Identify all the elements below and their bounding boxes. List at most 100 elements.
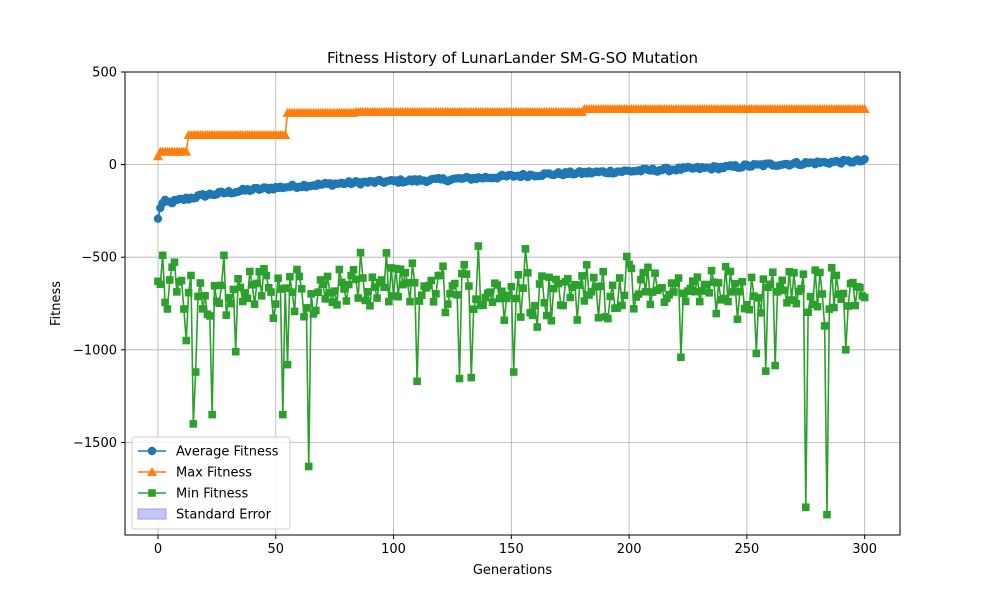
data-point bbox=[695, 297, 704, 306]
data-point bbox=[359, 274, 367, 282]
data-point bbox=[469, 305, 478, 314]
data-point bbox=[236, 283, 245, 292]
data-point bbox=[514, 271, 523, 279]
data-point bbox=[498, 287, 506, 296]
data-point bbox=[206, 312, 214, 320]
data-point bbox=[152, 151, 163, 161]
chart-title: Fitness History of LunarLander SM-G-SO M… bbox=[327, 49, 698, 67]
data-point bbox=[255, 267, 264, 276]
data-point bbox=[314, 288, 322, 296]
data-point bbox=[608, 281, 617, 290]
data-point bbox=[787, 296, 796, 304]
data-point bbox=[582, 261, 591, 269]
data-point bbox=[385, 297, 393, 306]
y-tick-label: 0 bbox=[109, 158, 117, 173]
data-point bbox=[479, 301, 487, 310]
data-point bbox=[184, 288, 193, 297]
legend-box bbox=[131, 436, 291, 530]
legend-item: Standard Error bbox=[137, 508, 272, 523]
data-point bbox=[710, 278, 718, 286]
data-point bbox=[460, 260, 469, 269]
data-point bbox=[686, 284, 695, 293]
data-point bbox=[439, 262, 447, 271]
data-point bbox=[182, 336, 191, 345]
data-point bbox=[521, 245, 530, 253]
data-point bbox=[519, 284, 527, 292]
x-tick-label: 100 bbox=[381, 542, 406, 557]
data-point bbox=[547, 316, 556, 325]
data-point bbox=[549, 284, 558, 293]
legend-marker bbox=[147, 446, 157, 456]
data-point bbox=[559, 301, 567, 310]
data-point bbox=[778, 276, 787, 285]
data-point bbox=[264, 284, 273, 292]
data-point bbox=[337, 278, 346, 287]
data-point bbox=[368, 273, 377, 282]
data-point bbox=[625, 260, 633, 269]
data-point bbox=[297, 285, 306, 293]
data-point bbox=[622, 252, 631, 261]
data-point bbox=[844, 302, 852, 310]
data-point bbox=[554, 279, 563, 288]
data-point bbox=[181, 146, 192, 156]
data-point bbox=[231, 347, 240, 356]
data-point bbox=[830, 303, 838, 312]
data-point bbox=[851, 301, 860, 310]
data-point bbox=[443, 300, 452, 308]
data-point bbox=[283, 360, 292, 369]
data-point bbox=[173, 288, 181, 296]
data-point bbox=[286, 272, 294, 281]
data-point bbox=[246, 267, 254, 276]
data-point bbox=[792, 299, 801, 308]
data-point bbox=[389, 292, 398, 300]
data-point bbox=[641, 287, 650, 296]
data-point bbox=[253, 279, 261, 288]
legend-swatch bbox=[137, 508, 167, 520]
data-point bbox=[410, 278, 419, 287]
data-point bbox=[618, 301, 626, 310]
data-point bbox=[354, 294, 363, 302]
data-point bbox=[408, 259, 417, 267]
data-point bbox=[474, 242, 483, 250]
data-point bbox=[429, 297, 438, 306]
data-point bbox=[813, 302, 822, 311]
data-point bbox=[752, 349, 761, 358]
x-tick-label: 0 bbox=[154, 542, 162, 557]
data-point bbox=[280, 129, 291, 139]
data-point bbox=[161, 298, 169, 307]
data-point bbox=[587, 288, 596, 296]
data-point bbox=[721, 262, 730, 271]
data-point bbox=[639, 268, 648, 277]
series-layer bbox=[152, 104, 870, 519]
data-point bbox=[377, 276, 386, 284]
data-point bbox=[300, 312, 308, 321]
data-point bbox=[382, 249, 391, 257]
data-point bbox=[366, 301, 374, 310]
data-point bbox=[719, 294, 728, 303]
data-point bbox=[597, 282, 605, 290]
data-point bbox=[859, 104, 870, 114]
data-point bbox=[599, 267, 607, 276]
data-point bbox=[425, 281, 433, 290]
legend-marker bbox=[147, 467, 157, 476]
series-average-fitness bbox=[153, 154, 869, 223]
legend-marker bbox=[148, 489, 156, 497]
data-point bbox=[665, 291, 673, 299]
y-tick-label: −1500 bbox=[73, 436, 117, 451]
data-point bbox=[860, 154, 869, 164]
data-point bbox=[406, 297, 414, 306]
data-point bbox=[712, 309, 721, 318]
data-point bbox=[509, 368, 518, 376]
data-point bbox=[427, 276, 436, 285]
plot-frame bbox=[124, 71, 901, 536]
legend-label: Max Fitness bbox=[176, 466, 252, 481]
data-point bbox=[361, 296, 370, 305]
data-point bbox=[578, 272, 586, 280]
data-point bbox=[307, 290, 315, 298]
data-point bbox=[580, 297, 589, 305]
data-point bbox=[302, 304, 311, 312]
data-point bbox=[672, 279, 681, 288]
data-point bbox=[837, 295, 845, 303]
data-point bbox=[726, 267, 735, 276]
